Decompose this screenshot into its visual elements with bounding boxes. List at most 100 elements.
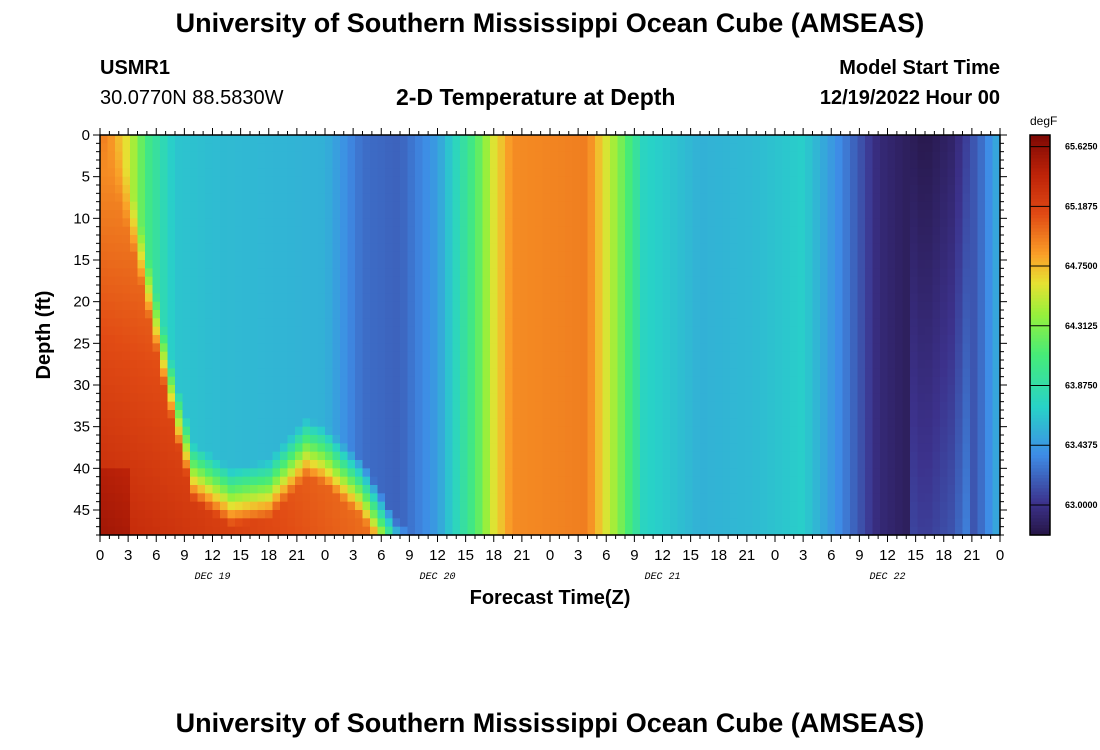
heatmap-cell [490, 301, 499, 311]
heatmap-cell [167, 401, 176, 411]
heatmap-cell [137, 143, 146, 153]
heatmap-cell [490, 443, 499, 453]
heatmap-cell [430, 168, 439, 178]
heatmap-cell [355, 210, 364, 219]
heatmap-cell [565, 293, 574, 303]
heatmap-cell [265, 226, 274, 236]
heatmap-cell [685, 426, 694, 436]
heatmap-cell [850, 476, 859, 486]
heatmap-cell [325, 351, 334, 361]
heatmap-cell [820, 368, 829, 378]
heatmap-cell [100, 260, 109, 269]
heatmap-cell [100, 268, 109, 278]
heatmap-cell [197, 518, 206, 528]
heatmap-cell [280, 318, 289, 328]
heatmap-cell [820, 310, 829, 319]
heatmap-cell [602, 210, 611, 219]
heatmap-cell [122, 485, 131, 494]
heatmap-cell [107, 501, 116, 511]
heatmap-cell [857, 310, 866, 319]
heatmap-cell [152, 468, 161, 478]
heatmap-cell [272, 335, 281, 344]
heatmap-cell [602, 418, 611, 428]
heatmap-cell [175, 293, 184, 303]
heatmap-cell [520, 226, 529, 236]
heatmap-cell [617, 160, 626, 169]
heatmap-cell [677, 526, 686, 536]
heatmap-cell [430, 326, 439, 336]
heatmap-cell [302, 201, 311, 211]
heatmap-cell [640, 451, 649, 461]
heatmap-cell [475, 443, 484, 453]
heatmap-cell [107, 510, 116, 519]
heatmap-cell [197, 251, 206, 261]
heatmap-cell [700, 226, 709, 236]
heatmap-cell [610, 285, 619, 294]
heatmap-cell [317, 135, 326, 144]
heatmap-cell [572, 493, 581, 503]
heatmap-cell [722, 493, 731, 503]
heatmap-cell [550, 360, 559, 369]
heatmap-cell [797, 443, 806, 453]
heatmap-cell [640, 418, 649, 428]
heatmap-cell [670, 235, 679, 244]
heatmap-cell [392, 335, 401, 344]
heatmap-cell [520, 343, 529, 353]
heatmap-cell [790, 226, 799, 236]
heatmap-cell [100, 285, 109, 294]
heatmap-cell [122, 426, 131, 436]
heatmap-cell [482, 243, 491, 253]
heatmap-cell [677, 285, 686, 294]
heatmap-cell [692, 235, 701, 244]
heatmap-cell [107, 176, 116, 186]
heatmap-cell [767, 418, 776, 428]
heatmap-cell [692, 226, 701, 236]
heatmap-cell [347, 168, 356, 178]
heatmap-cell [625, 293, 634, 303]
heatmap-cell [362, 226, 371, 236]
heatmap-cell [700, 518, 709, 528]
heatmap-cell [115, 310, 124, 319]
heatmap-cell [377, 326, 386, 336]
heatmap-cell [737, 143, 746, 153]
heatmap-cell [610, 401, 619, 411]
heatmap-cell [152, 201, 161, 211]
heatmap-cell [497, 193, 506, 203]
heatmap-cell [587, 176, 596, 186]
heatmap-cell [152, 343, 161, 353]
heatmap-cell [250, 426, 259, 436]
heatmap-cell [250, 251, 259, 261]
heatmap-cell [535, 435, 544, 444]
heatmap-cell [355, 460, 364, 469]
heatmap-cell [197, 418, 206, 428]
heatmap-cell [610, 418, 619, 428]
heatmap-cell [115, 243, 124, 253]
heatmap-cell [790, 351, 799, 361]
heatmap-cell [572, 260, 581, 269]
heatmap-cell [662, 260, 671, 269]
heatmap-cell [400, 335, 409, 344]
heatmap-cell [752, 251, 761, 261]
heatmap-cell [385, 135, 394, 144]
heatmap-cell [722, 218, 731, 228]
heatmap-cell [272, 143, 281, 153]
heatmap-cell [662, 476, 671, 486]
heatmap-cell [115, 335, 124, 344]
heatmap-cell [452, 151, 461, 161]
heatmap-cell [527, 301, 536, 311]
heatmap-cell [355, 260, 364, 269]
heatmap-cell [722, 518, 731, 528]
heatmap-cell [587, 493, 596, 503]
heatmap-cell [610, 360, 619, 369]
heatmap-cell [670, 135, 679, 144]
heatmap-cell [265, 318, 274, 328]
heatmap-cell [775, 210, 784, 219]
heatmap-cell [392, 260, 401, 269]
heatmap-cell [617, 518, 626, 528]
heatmap-cell [227, 510, 236, 519]
heatmap-cell [617, 318, 626, 328]
heatmap-cell [745, 151, 754, 161]
heatmap-cell [820, 326, 829, 336]
heatmap-cell [820, 468, 829, 478]
heatmap-cell [812, 368, 821, 378]
